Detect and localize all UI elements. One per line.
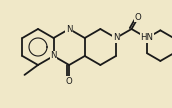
Text: O: O [66,77,73,86]
Text: N: N [113,33,119,43]
Text: N: N [50,52,57,60]
Text: N: N [66,25,72,33]
Text: O: O [135,13,142,22]
Text: HN: HN [141,33,154,43]
